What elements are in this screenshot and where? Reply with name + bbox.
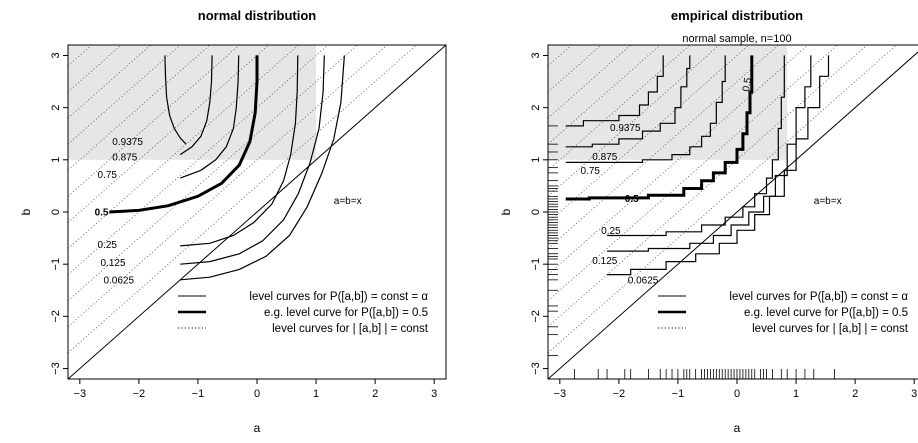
chart-panel-1: a=b=x 0.9375 0.875 0.75 0.5 0.25 0.125 0.0625 −3… [19,8,447,435]
y-tick-label: −3 [530,362,542,375]
x-tick-label: −3 [74,388,87,400]
legend-entry-dotted: level curves for | [a,b] | = const [272,323,429,335]
level-label-0-75: 0.75 [580,166,600,177]
diagonal-label: a=b=x [814,196,842,207]
level-curve-0-5 [109,55,259,214]
level-label-0-5: 0.5 [95,208,109,219]
y-tick-label: −1 [50,258,62,271]
x-tick-label: 0 [254,388,260,400]
level-curve-0-25 [607,55,785,237]
y-tick-label: −3 [50,362,62,375]
chart-title: empirical distribution [671,8,803,23]
legend: level curves for P([a,b]) = const = α e.g… [178,291,429,335]
y-tick-label: 0 [50,209,62,215]
x-tick-label: 3 [431,388,437,400]
x-axis-label: a [734,421,741,435]
level-label-0-0625: 0.0625 [628,275,659,286]
legend-entry-bold: e.g. level curve for P([a,b]) = 0.5 [744,307,908,319]
y-tick-label: 2 [530,105,542,111]
level-curve-0-9375 [164,55,187,145]
y-axis-label: b [19,208,33,215]
level-label-0-5: 0.5 [625,194,639,205]
legend-entry-dotted: level curves for | [a,b] | = const [752,323,909,335]
dotted-length-line [548,45,779,249]
level-curve-0-75 [179,55,240,179]
y-tick-label: 1 [530,157,542,163]
level-curves [109,55,345,281]
x-tick-label: 3 [911,388,917,400]
level-curve-0-75 [565,55,726,163]
x-tick-label: 1 [793,388,799,400]
level-label-0-125: 0.125 [100,258,125,269]
level-label-0-875: 0.875 [112,153,137,164]
level-curve-0-875 [179,55,213,156]
dotted-length-line [548,45,809,275]
chart-subtitle: normal sample, n=100 [682,33,791,45]
level-curve-0-25 [180,55,299,247]
legend-entry-thin: level curves for P([a,b]) = const = α [729,291,908,303]
x-tick-label: 1 [313,388,319,400]
dotted-length-line [68,45,359,302]
level-curve-0-0625 [180,55,345,281]
level-label-0-0625: 0.0625 [103,275,134,286]
level-label-0-125: 0.125 [592,256,617,267]
x-axis-label: a [254,421,261,435]
legend: level curves for P([a,b]) = const = α e.g… [658,291,909,335]
x-tick-label: −3 [554,388,567,400]
y-axis-label: b [499,208,513,215]
dotted-length-line [68,45,418,354]
level-curve-0-9375 [565,55,664,127]
level-curve-0-5 [565,55,754,201]
legend-entry-bold: e.g. level curve for P([a,b]) = 0.5 [264,307,428,319]
y-tick-label: −1 [530,258,542,271]
level-curve-0-125 [607,55,812,252]
x-tick-label: −1 [192,388,205,400]
y-tick-label: 0 [530,209,542,215]
level-label-0-75: 0.75 [98,170,118,181]
diagonal-line [68,45,446,379]
level-curve-0-0625 [607,55,830,276]
chart-panel-2: a=b=x 0.9375 0.875 0.75 0.5 0.25 0.125 0.0625 0.… [499,8,918,435]
diagonal-line [548,51,918,379]
level-label-0-9375: 0.9375 [112,137,143,148]
dotted-length-line [548,45,898,354]
y-tick-label: −2 [50,310,62,323]
y-tick-label: 1 [50,157,62,163]
legend-entry-thin: level curves for P([a,b]) = const = α [249,291,428,303]
level-label-0-25: 0.25 [98,240,118,251]
level-label-0-9375: 0.9375 [610,123,641,134]
y-tick-label: 3 [50,52,62,58]
x-tick-label: 0 [734,388,740,400]
x-tick-label: −2 [613,388,626,400]
x-tick-label: 2 [852,388,858,400]
level-curve-0-125 [180,55,325,265]
level-curve-0-875 [565,55,691,148]
dotted-length-line [548,45,750,223]
level-label-0-5-vertical: 0.5 [741,76,754,92]
level-label-0-25: 0.25 [601,226,621,237]
level-curves [565,55,830,276]
shaded-region [68,45,317,160]
dotted-length-line [68,45,388,328]
y-tick-label: 3 [530,52,542,58]
level-label-0-875: 0.875 [592,152,617,163]
diagonal-label: a=b=x [334,196,362,207]
y-tick-label: −2 [530,310,542,323]
x-tick-label: 2 [372,388,378,400]
dotted-length-line [548,45,839,302]
rug-marks [548,125,835,379]
x-tick-label: −2 [133,388,146,400]
chart-title: normal distribution [198,8,317,23]
x-tick-label: −1 [672,388,685,400]
y-tick-label: 2 [50,105,62,111]
